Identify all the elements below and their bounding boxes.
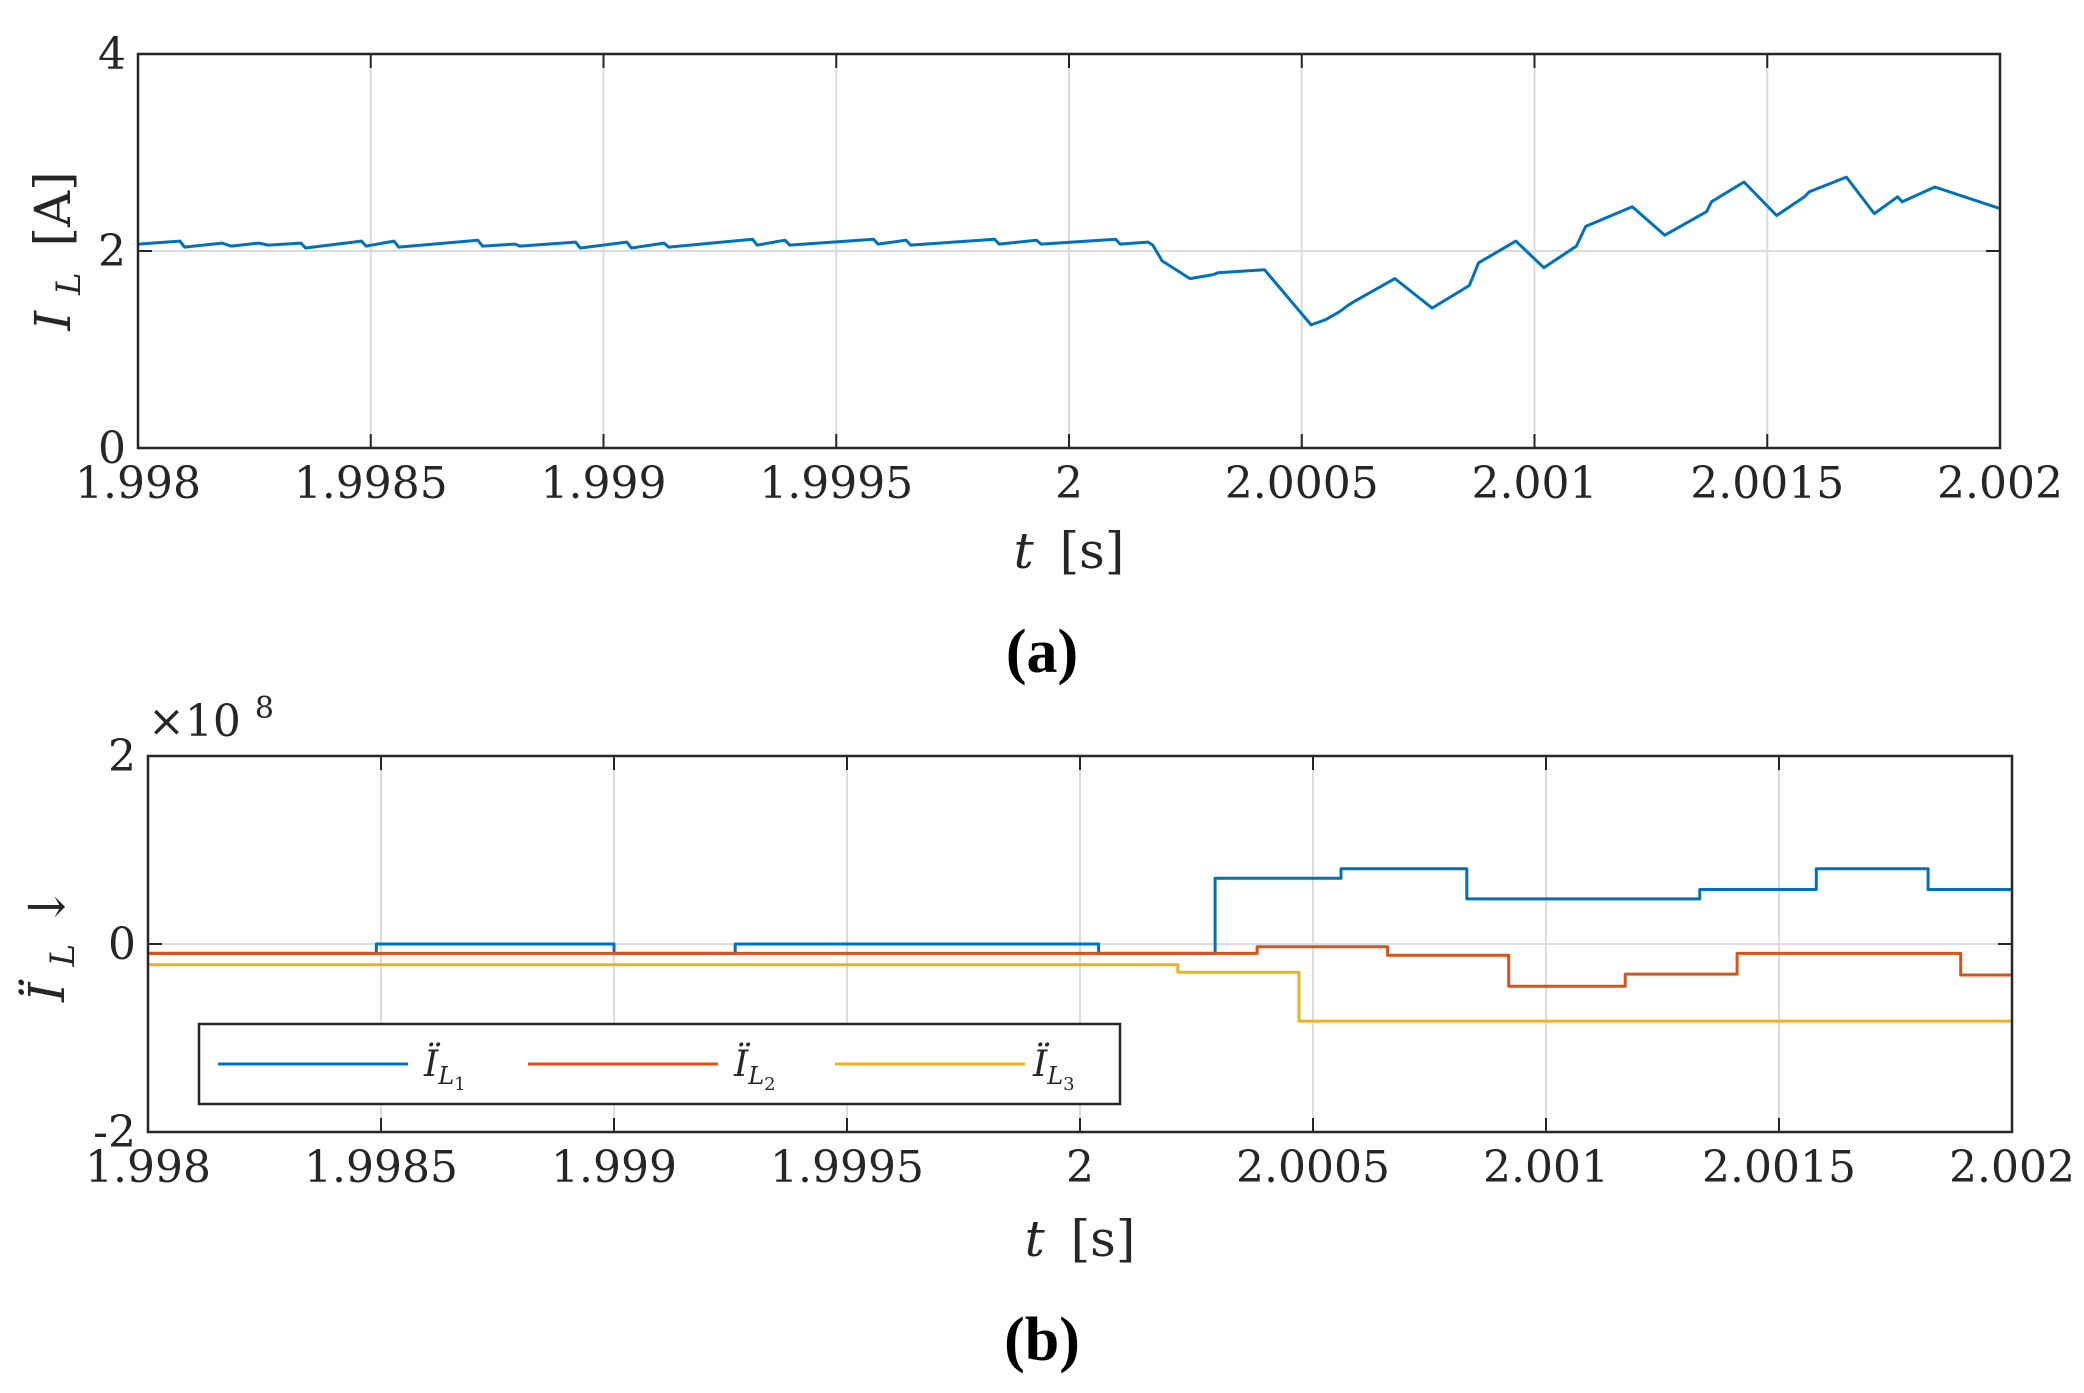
series-line-b-1 [148, 867, 2012, 955]
x-tick-label: 2.002 [1949, 1142, 2075, 1193]
legend-il1-var: Ï [423, 1043, 441, 1085]
x-tick-label: 2.002 [1937, 458, 2063, 509]
panel-b-multiplier: ×10 8 [148, 691, 274, 747]
x-tick-label: 2.0005 [1225, 458, 1379, 509]
series-line-b-2 [148, 945, 2012, 988]
panel-a-y-axis-title: I L [A] [24, 171, 92, 331]
panel-a-ticks [137, 53, 2001, 449]
x-tick-label: 2.001 [1483, 1142, 1609, 1193]
panel-b-ylabel-sub: L [43, 944, 83, 968]
legend-il2-var: Ï [733, 1043, 751, 1085]
legend-il2-subsub: 2 [764, 1074, 775, 1095]
y-tick-label: 0 [98, 423, 126, 474]
panel-b-xlabel-var: t [1025, 1210, 1046, 1268]
series-line-b-3 [148, 963, 2012, 1023]
panel-a-xlabel-unit: [s] [1060, 522, 1125, 580]
panel-a-grid [138, 54, 2000, 448]
legend-label-il2: ÏL2 [733, 1043, 776, 1095]
panel-b-y-tick-labels: -2 0 2 [93, 731, 136, 1158]
x-tick-label: 1.999 [541, 458, 667, 509]
panel-a-label: (a) [1006, 618, 1078, 686]
panel-a-x-tick-labels: 1.998 1.9985 1.999 1.9995 2 2.0005 2.001 2.0015… [75, 458, 2063, 509]
x-tick-label: 1.9995 [770, 1142, 924, 1193]
y-tick-label: 0 [108, 919, 136, 970]
x-tick-label: 2.001 [1472, 458, 1598, 509]
legend-il1-sub: L [437, 1062, 454, 1090]
x-tick-label: 1.9985 [304, 1142, 458, 1193]
series-line-a-1 [137, 175, 2001, 327]
panel-a-x-axis-title: t [s] [1014, 522, 1125, 580]
legend-il2-sub: L [747, 1062, 764, 1090]
panel-b-xlabel-unit: [s] [1071, 1210, 1136, 1268]
panel-b-chart: 1.998 1.9985 1.999 1.9995 2 2.0005 2.001 2.0015… [17, 691, 2075, 1374]
panel-b-x-axis-title: t [s] [1025, 1210, 1136, 1268]
panel-a-series [137, 175, 2001, 327]
x-tick-label: 2.0015 [1690, 458, 1844, 509]
x-tick-label: 2.0015 [1702, 1142, 1856, 1193]
x-tick-label: 1.998 [85, 1142, 211, 1193]
panel-a-ylabel-unit: [A] [24, 171, 82, 246]
legend-label-il1: ÏL1 [423, 1043, 466, 1095]
y-tick-label: -2 [93, 1107, 136, 1158]
x-tick-label: 1.998 [75, 458, 201, 509]
legend-label-il3: ÏL3 [1032, 1043, 1075, 1095]
panel-b-legend: ÏL1 ÏL2 ÏL3 [197, 1022, 1122, 1106]
x-tick-label: 2.0005 [1236, 1142, 1390, 1193]
x-tick-label: 2 [1066, 1142, 1094, 1193]
legend-il3-var: Ï [1032, 1043, 1050, 1085]
y-tick-label: 4 [98, 29, 126, 80]
x-tick-label: 1.999 [551, 1142, 677, 1193]
legend-il1-subsub: 1 [454, 1074, 465, 1095]
panel-b-multiplier-exp: 8 [255, 691, 274, 726]
panel-b-series [148, 867, 2012, 1023]
x-tick-label: 1.9985 [294, 458, 448, 509]
panel-b-ylabel-suffix: ↓ [18, 886, 76, 928]
panel-b-y-axis-title: Ï L ↓ [17, 886, 86, 1003]
legend-il3-sub: L [1046, 1062, 1063, 1090]
panel-b-multiplier-base: ×10 [148, 696, 241, 747]
panel-b-x-tick-labels: 1.998 1.9985 1.999 1.9995 2 2.0005 2.001 2.0015… [85, 1142, 2075, 1193]
x-tick-label: 1.9995 [759, 458, 913, 509]
panel-a-ylabel-sub: L [49, 272, 89, 296]
panel-b-ticks [147, 755, 2013, 1133]
y-tick-label: 2 [98, 226, 126, 277]
legend-il3-subsub: 3 [1063, 1074, 1074, 1095]
panel-b-label: (b) [1004, 1306, 1080, 1374]
panel-a-xlabel-var: t [1014, 522, 1035, 580]
panel-b-ylabel-var: Ï [17, 979, 76, 1003]
panel-a-chart: 1.998 1.9985 1.999 1.9995 2 2.0005 2.001 2.0015… [24, 29, 2063, 686]
panel-a-ylabel-var: I [24, 310, 82, 332]
panel-a-y-tick-labels: 0 2 4 [98, 29, 126, 474]
x-tick-label: 2 [1055, 458, 1083, 509]
y-tick-label: 2 [108, 731, 136, 782]
